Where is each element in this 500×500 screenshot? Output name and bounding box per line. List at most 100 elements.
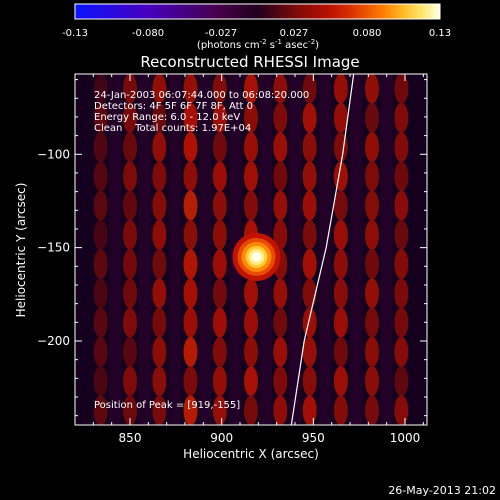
emission-stripe-blob	[93, 132, 108, 163]
emission-stripe-blob	[365, 190, 379, 221]
emission-stripe-blob	[394, 336, 409, 367]
colorbar-ticks: -0.13 -0.080 -0.027 0.027 0.080 0.13	[62, 28, 451, 39]
emission-stripe-blob	[93, 395, 108, 425]
emission-stripe-blob	[152, 74, 167, 104]
annotation-time-range: 24-Jan-2003 06:07:44.000 to 06:08:20.000	[94, 90, 309, 101]
emission-stripe-blob	[244, 102, 258, 133]
emission-stripe-blob	[244, 132, 258, 163]
emission-field	[93, 74, 409, 425]
emission-stripe-blob	[93, 74, 108, 104]
emission-stripe-blob	[273, 74, 288, 104]
colorbar-tick-label: 0.13	[429, 28, 451, 39]
emission-stripe-blob	[394, 190, 409, 221]
emission-stripe-blob	[365, 366, 379, 397]
emission-stripe-blob	[365, 132, 379, 163]
emission-stripe-blob	[394, 366, 409, 397]
emission-stripe-blob	[302, 395, 317, 425]
emission-stripe-blob	[394, 307, 409, 338]
emission-stripe-blob	[152, 366, 167, 397]
emission-stripe-blob	[183, 278, 198, 309]
emission-stripe-blob	[183, 74, 198, 104]
x-axis-title: Heliocentric X (arcsec)	[183, 447, 319, 461]
emission-stripe-blob	[212, 132, 227, 163]
emission-stripe-blob	[302, 132, 317, 163]
emission-stripe-blob	[93, 219, 108, 250]
colorbar-tick-label: -0.027	[205, 28, 237, 39]
negative-lobe	[380, 74, 393, 425]
emission-stripe-blob	[302, 278, 317, 309]
emission-stripe-blob	[394, 249, 409, 280]
emission-stripe-blob	[244, 336, 258, 367]
emission-stripe-blob	[212, 102, 227, 133]
emission-stripe-blob	[93, 336, 108, 367]
x-axis: 850 900 950 1000	[74, 74, 424, 445]
emission-stripe-blob	[333, 249, 348, 280]
x-tick-label: 1000	[390, 431, 421, 445]
emission-stripe-blob	[365, 102, 379, 133]
negative-lobe	[350, 74, 363, 425]
annotation-block: 24-Jan-2003 06:07:44.000 to 06:08:20.000…	[94, 90, 309, 134]
emission-stripe-blob	[302, 307, 317, 338]
emission-stripe-blob	[212, 249, 227, 280]
emission-stripe-blob	[123, 102, 137, 133]
emission-stripe-blob	[152, 190, 167, 221]
emission-stripe-blob	[333, 278, 348, 309]
emission-stripe-blob	[212, 366, 227, 397]
emission-stripe-blob	[183, 132, 198, 163]
emission-stripe-blob	[302, 249, 317, 280]
emission-stripe-blob	[273, 219, 288, 250]
annotation-energy: Energy Range: 6.0 - 12.0 keV	[94, 112, 240, 123]
y-axis: −100 −150 −200	[37, 79, 427, 417]
emission-stripe-blob	[333, 219, 348, 250]
emission-stripe-blob	[302, 161, 317, 192]
emission-stripe-blob	[183, 307, 198, 338]
emission-stripe-blob	[365, 249, 379, 280]
emission-stripe-blob	[93, 307, 108, 338]
emission-stripe-blob	[123, 307, 137, 338]
colorbar-unit-label: (photons cm-2 s-1 asec-2)	[197, 38, 319, 51]
emission-stripe-blob	[333, 395, 348, 425]
emission-stripe-blob	[152, 219, 167, 250]
emission-stripe-blob	[333, 74, 348, 104]
emission-stripe-blob	[123, 74, 137, 104]
negative-lobe	[109, 74, 122, 425]
x-tick-label: 900	[210, 431, 233, 445]
emission-stripe-blob	[152, 336, 167, 367]
emission-stripe-blob	[93, 366, 108, 397]
emission-stripe-blob	[302, 190, 317, 221]
emission-stripe-blob	[244, 161, 258, 192]
emission-stripe-blob	[365, 278, 379, 309]
negative-lobe	[168, 74, 181, 425]
emission-stripe-blob	[244, 278, 258, 309]
emission-stripe-blob	[302, 102, 317, 133]
emission-stripe-blob	[333, 307, 348, 338]
emission-stripe-blob	[365, 307, 379, 338]
emission-stripe-blob	[273, 307, 288, 338]
emission-stripe-blob	[333, 102, 348, 133]
emission-stripe-blob	[212, 161, 227, 192]
emission-stripe-blob	[152, 249, 167, 280]
emission-stripe-blob	[212, 278, 227, 309]
footer-timestamp: 26-May-2013 21:02	[388, 484, 496, 497]
emission-stripe-blob	[244, 190, 258, 221]
peak-source-ring	[251, 251, 262, 262]
emission-stripe-blob	[333, 336, 348, 367]
emission-stripe-blob	[93, 190, 108, 221]
emission-stripe-blob	[365, 219, 379, 250]
emission-stripe-blob	[152, 278, 167, 309]
emission-stripe-blob	[244, 366, 258, 397]
emission-stripe-blob	[123, 249, 137, 280]
y-tick-label: −100	[37, 147, 70, 161]
emission-stripe-blob	[123, 190, 137, 221]
emission-stripe-blob	[212, 395, 227, 425]
emission-stripe-blob	[152, 307, 167, 338]
emission-stripe-blob	[212, 74, 227, 104]
negative-lobe	[289, 74, 301, 425]
y-axis-title: Heliocentric Y (arcsec)	[14, 183, 28, 318]
emission-stripe-blob	[212, 190, 227, 221]
emission-stripe-blob	[302, 74, 317, 104]
emission-stripe-blob	[123, 336, 137, 367]
emission-stripe-blob	[394, 219, 409, 250]
emission-stripe-blob	[273, 395, 288, 425]
